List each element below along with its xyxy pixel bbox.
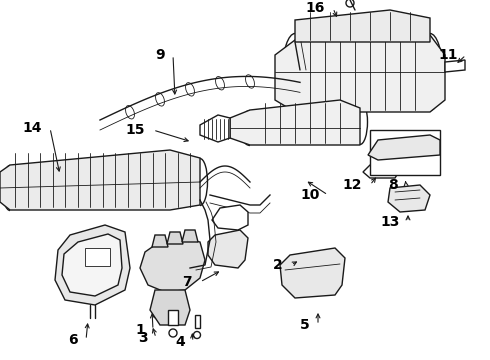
Polygon shape bbox=[140, 238, 205, 292]
Text: 7: 7 bbox=[182, 275, 192, 289]
Text: 3: 3 bbox=[138, 331, 148, 345]
Text: 11: 11 bbox=[439, 48, 458, 62]
Ellipse shape bbox=[216, 77, 224, 90]
Text: 1: 1 bbox=[135, 323, 145, 337]
Polygon shape bbox=[167, 232, 183, 244]
Polygon shape bbox=[200, 115, 230, 142]
Polygon shape bbox=[230, 100, 360, 145]
Polygon shape bbox=[182, 230, 198, 242]
Polygon shape bbox=[168, 310, 178, 325]
Text: 10: 10 bbox=[301, 188, 320, 202]
Ellipse shape bbox=[186, 83, 195, 96]
Polygon shape bbox=[445, 60, 465, 72]
Polygon shape bbox=[295, 10, 430, 42]
Text: 9: 9 bbox=[155, 48, 165, 62]
Polygon shape bbox=[62, 234, 122, 296]
Polygon shape bbox=[150, 290, 190, 325]
Ellipse shape bbox=[245, 75, 254, 88]
Text: 6: 6 bbox=[69, 333, 78, 347]
Ellipse shape bbox=[125, 105, 134, 119]
Text: 4: 4 bbox=[175, 335, 185, 349]
Bar bbox=[370, 130, 440, 175]
Text: 13: 13 bbox=[381, 215, 400, 229]
Bar bbox=[85, 248, 110, 266]
Polygon shape bbox=[368, 135, 440, 160]
Text: 2: 2 bbox=[273, 258, 283, 272]
Polygon shape bbox=[208, 230, 248, 268]
Text: 12: 12 bbox=[343, 178, 362, 192]
Text: 5: 5 bbox=[300, 318, 310, 332]
Text: 15: 15 bbox=[125, 123, 145, 137]
Polygon shape bbox=[275, 28, 445, 112]
Polygon shape bbox=[363, 162, 400, 178]
Polygon shape bbox=[280, 248, 345, 298]
Text: 8: 8 bbox=[388, 178, 398, 192]
Polygon shape bbox=[55, 225, 130, 305]
Ellipse shape bbox=[155, 93, 165, 106]
Polygon shape bbox=[195, 315, 200, 328]
Polygon shape bbox=[212, 205, 248, 230]
Polygon shape bbox=[0, 150, 200, 210]
Polygon shape bbox=[388, 185, 430, 212]
Text: 14: 14 bbox=[23, 121, 42, 135]
Text: 16: 16 bbox=[306, 1, 325, 15]
Polygon shape bbox=[152, 235, 168, 247]
